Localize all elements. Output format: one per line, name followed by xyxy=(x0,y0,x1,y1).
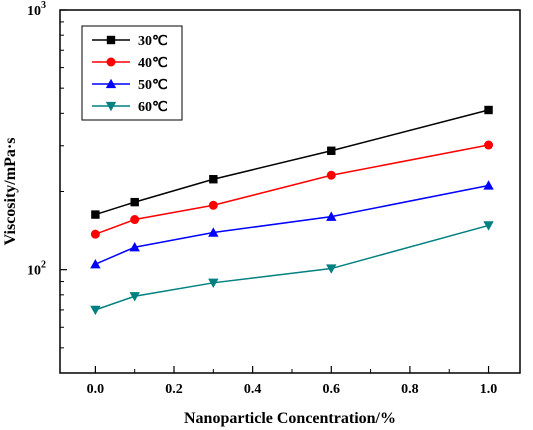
x-tick-label: 0.8 xyxy=(401,382,419,397)
data-point xyxy=(90,258,101,269)
data-point xyxy=(484,105,493,115)
data-point xyxy=(90,305,101,316)
data-point xyxy=(209,175,218,184)
y-tick-label: 103 xyxy=(27,0,46,19)
data-point xyxy=(484,140,494,150)
data-point xyxy=(130,215,140,225)
series-2 xyxy=(90,180,494,269)
legend-label: 60℃ xyxy=(138,100,168,115)
legend: 30℃ 40℃ 50℃ 60℃ xyxy=(81,25,183,121)
data-point xyxy=(208,200,218,210)
legend-label: 30℃ xyxy=(138,34,168,49)
tick-exponent: 2 xyxy=(41,260,46,271)
series-line xyxy=(95,144,489,235)
data-point xyxy=(208,227,219,237)
legend-marker xyxy=(105,78,117,89)
data-point xyxy=(326,264,337,274)
legend-entry: 30℃ xyxy=(92,34,168,49)
data-point xyxy=(208,278,219,289)
data-point xyxy=(326,211,337,221)
data-point xyxy=(326,170,336,180)
tick-exponent: 3 xyxy=(41,0,46,11)
data-point xyxy=(327,146,336,155)
data-point xyxy=(90,229,100,239)
data-point xyxy=(483,221,494,231)
legend-entry: 50℃ xyxy=(92,78,168,93)
x-tick-label: 0.2 xyxy=(165,382,183,397)
legend-marker xyxy=(106,35,116,45)
x-tick-label: 0.6 xyxy=(323,382,341,397)
legend-label: 40℃ xyxy=(138,56,168,71)
data-point xyxy=(483,180,494,190)
legend-marker xyxy=(106,57,116,67)
tick-base: 10 xyxy=(27,4,41,19)
y-axis-title: Viscosity/mPa·s xyxy=(2,138,19,246)
x-tick-label: 0.0 xyxy=(87,382,105,397)
tick-base: 10 xyxy=(27,264,41,279)
legend-box xyxy=(81,25,183,121)
plot-area xyxy=(90,105,494,316)
x-axis-title: Nanoparticle Concentration/% xyxy=(184,410,396,427)
x-tick-label: 1.0 xyxy=(480,382,498,397)
y-tick-label: 102 xyxy=(27,260,46,279)
x-tick-label: 0.4 xyxy=(244,382,262,397)
series-0 xyxy=(91,105,493,219)
data-point xyxy=(130,197,139,207)
legend-entry: 40℃ xyxy=(92,56,168,71)
data-point xyxy=(91,210,100,219)
data-point xyxy=(129,292,140,302)
series-line xyxy=(95,224,489,311)
legend-label: 50℃ xyxy=(138,78,168,93)
series-line xyxy=(95,184,489,265)
legend-entry: 60℃ xyxy=(92,100,168,115)
series-line xyxy=(95,109,489,216)
legend-marker xyxy=(105,101,117,112)
series-1 xyxy=(90,140,494,239)
data-point xyxy=(129,242,140,252)
series-3 xyxy=(90,221,494,316)
